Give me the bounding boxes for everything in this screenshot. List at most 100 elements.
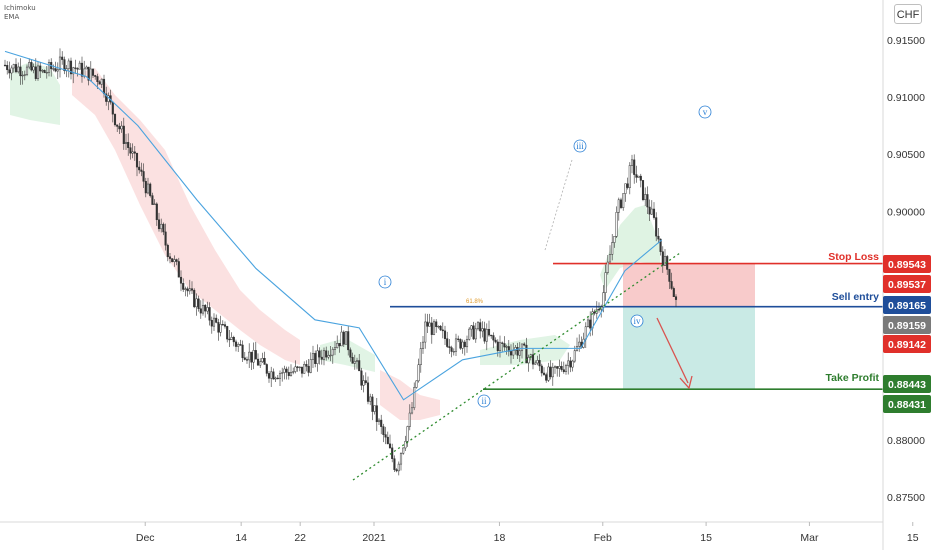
candle [520,343,524,359]
candle [8,61,11,79]
candle-body [138,166,141,171]
candle [505,344,508,355]
candle-body [377,419,381,423]
candle [421,336,425,354]
candle-body [10,67,13,74]
candle [397,461,400,476]
candle [485,323,488,351]
candle [670,272,673,290]
price-tag-text: 0.88431 [888,399,926,411]
candle [116,124,119,132]
candle [507,339,510,357]
candle [483,321,486,344]
candle-body [28,62,31,68]
time-tick-label: 2021 [362,532,386,544]
candle-body [212,317,216,327]
candle-body [384,434,387,438]
candle-body [320,356,323,360]
candle-body [85,66,88,70]
candle-body [628,165,631,188]
candle-body [485,328,488,342]
candle [162,222,165,236]
candle [263,351,266,365]
candle-body [283,368,286,373]
candle-body [362,380,365,386]
candle [553,365,557,374]
candle-body [52,68,55,70]
candle [157,212,161,232]
candle [329,346,332,362]
candle-body [23,74,26,76]
price-tag-take-profit: 0.88443 [883,375,931,393]
ema-series-line [4,50,663,401]
candle-body [644,194,647,200]
candle-body [298,366,301,369]
candle-body [316,350,319,364]
candle-body [325,350,328,358]
candle-body [100,78,103,85]
candle [452,348,455,356]
wave-label-v: v [698,105,712,119]
candle [615,206,618,239]
candle-body [520,343,524,352]
candle-body [254,350,257,360]
stop-loss-risk-zone [623,263,755,307]
time-axis[interactable]: Dec 14 22 2021 18 Feb 15 Mar 15 [136,522,919,544]
candle [318,347,321,365]
candle [91,68,95,79]
candle-body [239,344,242,346]
candle-body [613,236,616,243]
candle [406,425,409,447]
candle-body [470,325,473,330]
candle [450,345,453,358]
candle [404,435,407,451]
candle [518,342,521,363]
candle [113,113,117,127]
candle-body [208,307,211,321]
candle-body [259,361,262,366]
wave-label-iii: iii [573,139,587,153]
candle [274,376,277,383]
candle [564,363,568,375]
candle-body [342,331,345,345]
candle-body [105,93,108,102]
candle-body [261,358,264,362]
candle-body [80,62,84,77]
candle-body [567,360,570,366]
candle [179,270,183,292]
candle [6,61,9,75]
candle-body [272,371,275,380]
price-tag-text: 0.89142 [888,339,926,351]
candle [39,62,42,79]
candle-body [395,469,398,472]
price-tag-text: 0.89543 [888,259,926,271]
candle-body [435,321,438,327]
candle-body [186,288,189,292]
candle-body [61,56,64,60]
candle-body [375,405,378,423]
currency-button[interactable]: CHF [894,4,922,24]
candle-body [72,67,75,75]
indicator-ema[interactable]: EMA [4,13,20,21]
candle [430,317,433,344]
candle-body [564,365,568,372]
candle [210,316,213,334]
indicator-ichimoku[interactable]: Ichimoku [4,4,36,12]
candle-body [197,298,200,309]
indicator-legend[interactable]: Ichimoku EMA [4,4,36,22]
candle [340,325,343,347]
candle [388,434,392,449]
candle-body [606,261,609,273]
candle [604,264,607,301]
candle [362,375,365,393]
candle-body [353,360,356,364]
candle [410,401,414,415]
candle-body [421,341,425,349]
candle-body [573,350,576,362]
candle [531,348,535,370]
candle [47,59,51,77]
fib-618-label: 61.8% [466,299,484,305]
candle-body [210,319,213,327]
candle-body [399,453,403,465]
